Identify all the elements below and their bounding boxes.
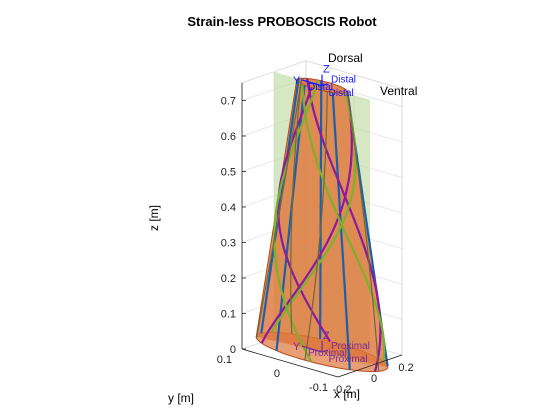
proximal-frame-z-label: Z [323,330,330,342]
coordinate-frames: ZDistalYDistalDistalZProximalYProximalPr… [293,64,370,366]
z-tick-label: 0.6 [221,131,236,143]
x-tick-label: -0.2 [333,384,352,396]
distal-frame-origin-label: Distal [308,82,333,93]
x-axis-line [337,354,403,378]
distal-frame-y-label: Y [293,75,301,87]
y-axis-label: y [m] [168,391,194,405]
proximal-frame-x-label: Proximal [329,354,368,365]
y-tick-label: 0.1 [217,354,232,366]
box-edge [305,60,403,90]
distal-frame-x-axis [321,83,328,87]
helical-tendon-ccw [301,84,386,362]
y-tick-label: -0.1 [309,382,328,394]
chart-title: Strain-less PROBOSCIS Robot [187,14,377,29]
z-axis-label: z [m] [147,205,161,231]
z-tick-label: 0.1 [221,309,236,321]
box-edge [241,60,307,84]
proximal-frame-y-label: Y [293,341,301,353]
straight-tendon [319,80,323,340]
distal-frame-z-axis-label: Distal [331,75,356,86]
inner-tendon [290,78,302,335]
axes: 00.10.20.30.40.50.60.7-0.100.1-0.200.2 [217,82,414,396]
distal-frame-x-label: Distal [329,88,354,99]
x-axis-label: x [m] [334,387,360,401]
z-tick-label: 0.5 [221,167,236,179]
distal-frame-z-label: Z [323,64,330,76]
z-tick-label: 0 [230,344,236,356]
y-axis-line [241,348,339,378]
proximal-frame-y-axis [301,345,323,353]
ventral-label: Ventral [380,84,417,98]
dorsal-label: Dorsal [328,51,363,65]
proximal-frame-x-axis [321,349,328,353]
x-tick-label: 0 [371,373,377,385]
proximal-frame-z-axis-label: Proximal [331,341,370,352]
inner-tendon [304,91,328,361]
straight-tendon [331,92,351,370]
tendons [256,78,389,372]
z-tick-label: 0.3 [221,238,236,250]
proximal-frame-origin-label: Proximal [308,348,347,359]
inner-tendon [256,83,302,339]
z-tick-label: 0.2 [221,273,236,285]
inner-tendon [346,91,380,372]
z-tick-label: 0.4 [221,202,236,214]
helical-tendon-ccw [273,79,320,363]
helical-tendon-cw [260,90,353,344]
x-tick-label: 0.2 [398,362,413,374]
distal-frame-y-axis [301,79,323,87]
y-tick-label: 0 [274,368,280,380]
z-tick-label: 0.7 [221,96,236,108]
